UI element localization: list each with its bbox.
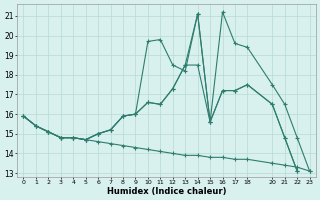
X-axis label: Humidex (Indice chaleur): Humidex (Indice chaleur) (107, 187, 226, 196)
